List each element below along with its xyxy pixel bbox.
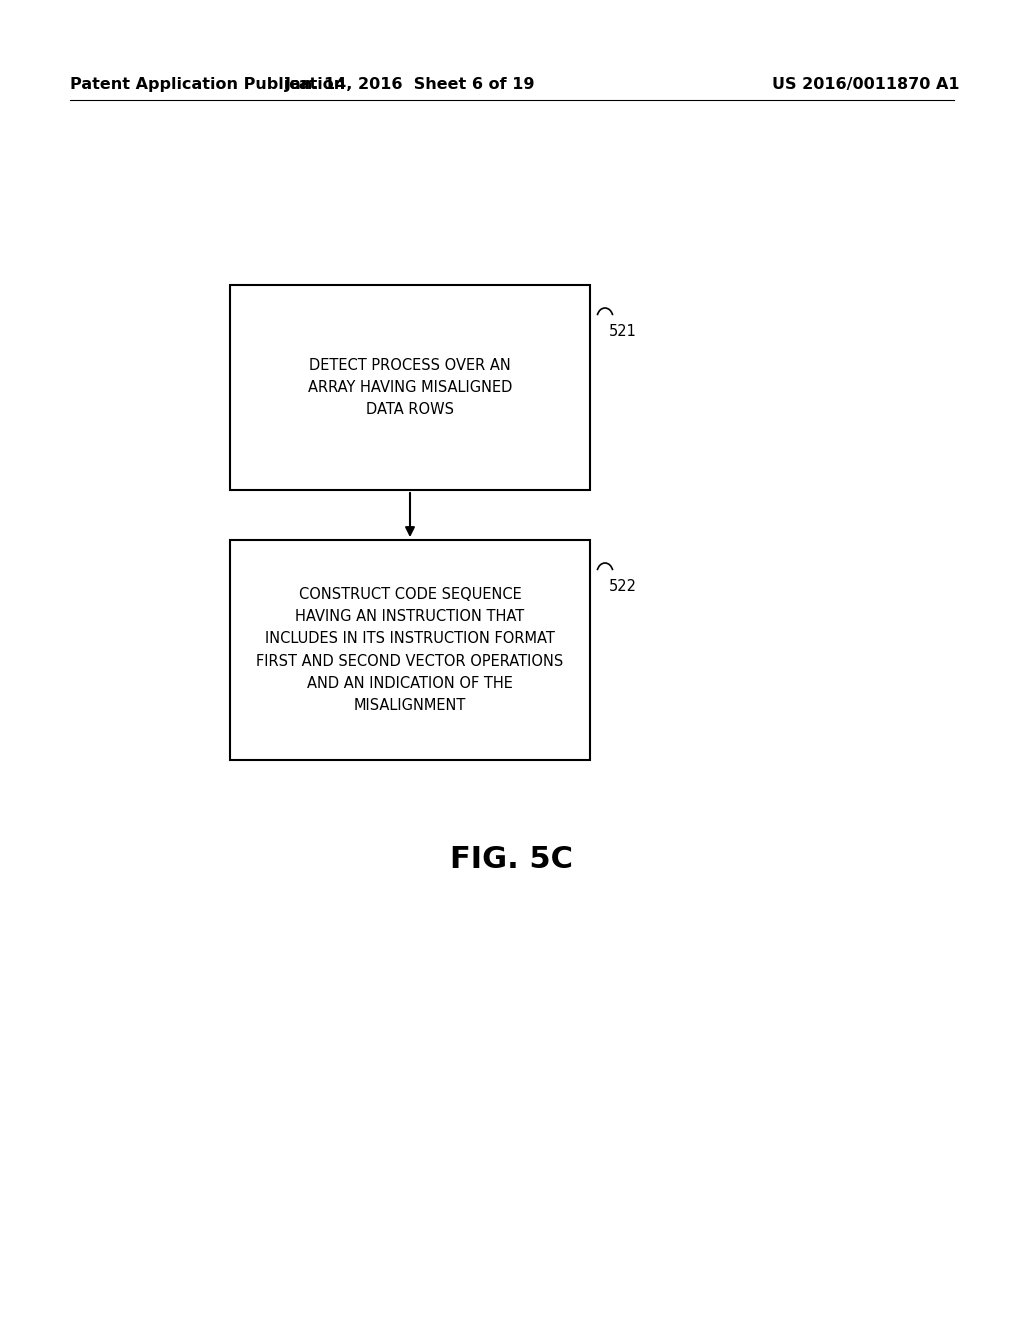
Text: 521: 521 [609, 323, 637, 339]
Bar [230, 285, 590, 490]
Text: FIG. 5C: FIG. 5C [451, 846, 573, 874]
Text: DETECT PROCESS OVER AN
ARRAY HAVING MISALIGNED
DATA ROWS: DETECT PROCESS OVER AN ARRAY HAVING MISA… [308, 358, 512, 417]
Text: Patent Application Publication: Patent Application Publication [70, 78, 345, 92]
Text: US 2016/0011870 A1: US 2016/0011870 A1 [772, 78, 961, 92]
Text: Jan. 14, 2016  Sheet 6 of 19: Jan. 14, 2016 Sheet 6 of 19 [285, 78, 536, 92]
Bar [230, 540, 590, 760]
Text: CONSTRUCT CODE SEQUENCE
HAVING AN INSTRUCTION THAT
INCLUDES IN ITS INSTRUCTION F: CONSTRUCT CODE SEQUENCE HAVING AN INSTRU… [256, 587, 563, 713]
Text: 522: 522 [609, 579, 637, 594]
